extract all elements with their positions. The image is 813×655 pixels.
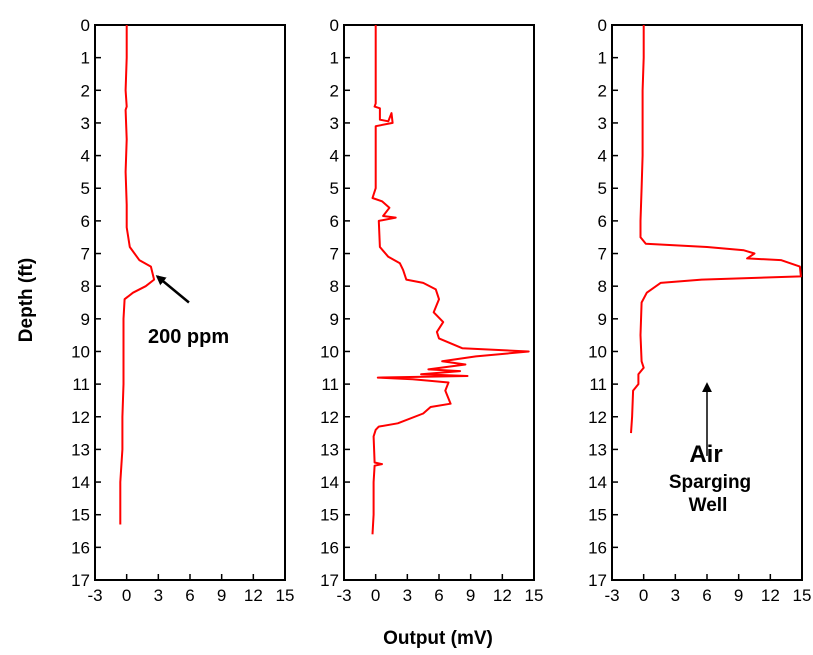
y-tick-label: 5 <box>598 179 607 198</box>
plot-frame <box>343 24 535 581</box>
y-tick-label: 13 <box>320 440 339 459</box>
y-tick-label: 14 <box>588 473 607 492</box>
y-tick-label: 14 <box>71 473 90 492</box>
y-tick-label: 3 <box>330 114 339 133</box>
y-tick-label: 8 <box>598 277 607 296</box>
annotation-air: Air <box>689 441 722 468</box>
y-tick-label: 11 <box>72 375 90 394</box>
y-tick-label: 0 <box>81 16 90 35</box>
y-tick-label: 12 <box>320 408 339 427</box>
x-tick-label: 3 <box>671 586 680 605</box>
y-tick-label: 17 <box>71 571 90 590</box>
x-axis-title: Output (mV) <box>383 628 493 649</box>
y-tick-label: 6 <box>330 212 339 231</box>
y-tick-label: 4 <box>330 147 339 166</box>
y-tick-label: 8 <box>81 277 90 296</box>
x-tick-label: 12 <box>244 586 263 605</box>
x-tick-label: 0 <box>122 586 131 605</box>
y-tick-label: 10 <box>71 342 90 361</box>
y-tick-label: 14 <box>320 473 339 492</box>
y-tick-label: 4 <box>81 147 90 166</box>
y-tick-label: 12 <box>71 408 90 427</box>
x-tick-label: 3 <box>403 586 412 605</box>
y-tick-label: 7 <box>598 245 607 264</box>
y-axis-title: Depth (ft) <box>16 258 37 342</box>
annotation-well: Well <box>689 495 728 516</box>
x-tick-label: 6 <box>702 586 711 605</box>
x-tick-label: -3 <box>604 586 619 605</box>
y-tick-label: 16 <box>320 538 339 557</box>
y-tick-label: 9 <box>330 310 339 329</box>
y-tick-label: 15 <box>320 506 339 525</box>
x-tick-label: 3 <box>154 586 163 605</box>
y-tick-label: 2 <box>81 81 90 100</box>
x-tick-label: 15 <box>525 586 544 605</box>
y-tick-label: 1 <box>598 49 607 68</box>
y-tick-label: 10 <box>588 342 607 361</box>
x-tick-label: 9 <box>466 586 475 605</box>
y-tick-label: 3 <box>598 114 607 133</box>
annotation-arrow <box>155 275 190 304</box>
x-tick-label: 9 <box>217 586 226 605</box>
y-tick-label: 1 <box>330 49 339 68</box>
y-tick-label: 7 <box>330 245 339 264</box>
x-tick-label: -3 <box>87 586 102 605</box>
depth-profile-line <box>630 25 802 434</box>
y-tick-label: 11 <box>321 375 339 394</box>
y-tick-label: 16 <box>71 538 90 557</box>
depth-profile-line <box>119 25 156 525</box>
y-tick-label: 0 <box>598 16 607 35</box>
y-tick-label: 9 <box>81 310 90 329</box>
y-tick-label: 15 <box>588 506 607 525</box>
x-tick-label: 0 <box>371 586 380 605</box>
y-tick-label: 11 <box>589 375 607 394</box>
x-tick-label: 15 <box>276 586 295 605</box>
depth-profile-line <box>371 25 530 535</box>
y-tick-label: 1 <box>81 49 90 68</box>
x-tick-label: 6 <box>185 586 194 605</box>
y-tick-label: 5 <box>330 179 339 198</box>
annotation-sparging: Sparging <box>669 472 751 493</box>
y-tick-label: 10 <box>320 342 339 361</box>
y-tick-label: 0 <box>330 16 339 35</box>
x-tick-label: 6 <box>434 586 443 605</box>
x-tick-label: 15 <box>793 586 812 605</box>
y-tick-label: 6 <box>81 212 90 231</box>
y-tick-label: 7 <box>81 245 90 264</box>
y-tick-label: 13 <box>71 440 90 459</box>
y-tick-label: 6 <box>598 212 607 231</box>
y-tick-label: 13 <box>588 440 607 459</box>
y-tick-label: 8 <box>330 277 339 296</box>
y-tick-label: 2 <box>330 81 339 100</box>
y-tick-label: 2 <box>598 81 607 100</box>
x-tick-label: 9 <box>734 586 743 605</box>
y-tick-label: 15 <box>71 506 90 525</box>
y-tick-label: 3 <box>81 114 90 133</box>
y-tick-label: 17 <box>588 571 607 590</box>
x-tick-label: 12 <box>761 586 780 605</box>
annotation-200-ppm: 200 ppm <box>148 326 229 348</box>
y-tick-label: 12 <box>588 408 607 427</box>
y-tick-label: 17 <box>320 571 339 590</box>
x-tick-label: -3 <box>336 586 351 605</box>
x-tick-label: 0 <box>639 586 648 605</box>
y-tick-label: 4 <box>598 147 607 166</box>
y-tick-label: 9 <box>598 310 607 329</box>
y-tick-label: 16 <box>588 538 607 557</box>
y-tick-label: 5 <box>81 179 90 198</box>
x-tick-label: 12 <box>493 586 512 605</box>
